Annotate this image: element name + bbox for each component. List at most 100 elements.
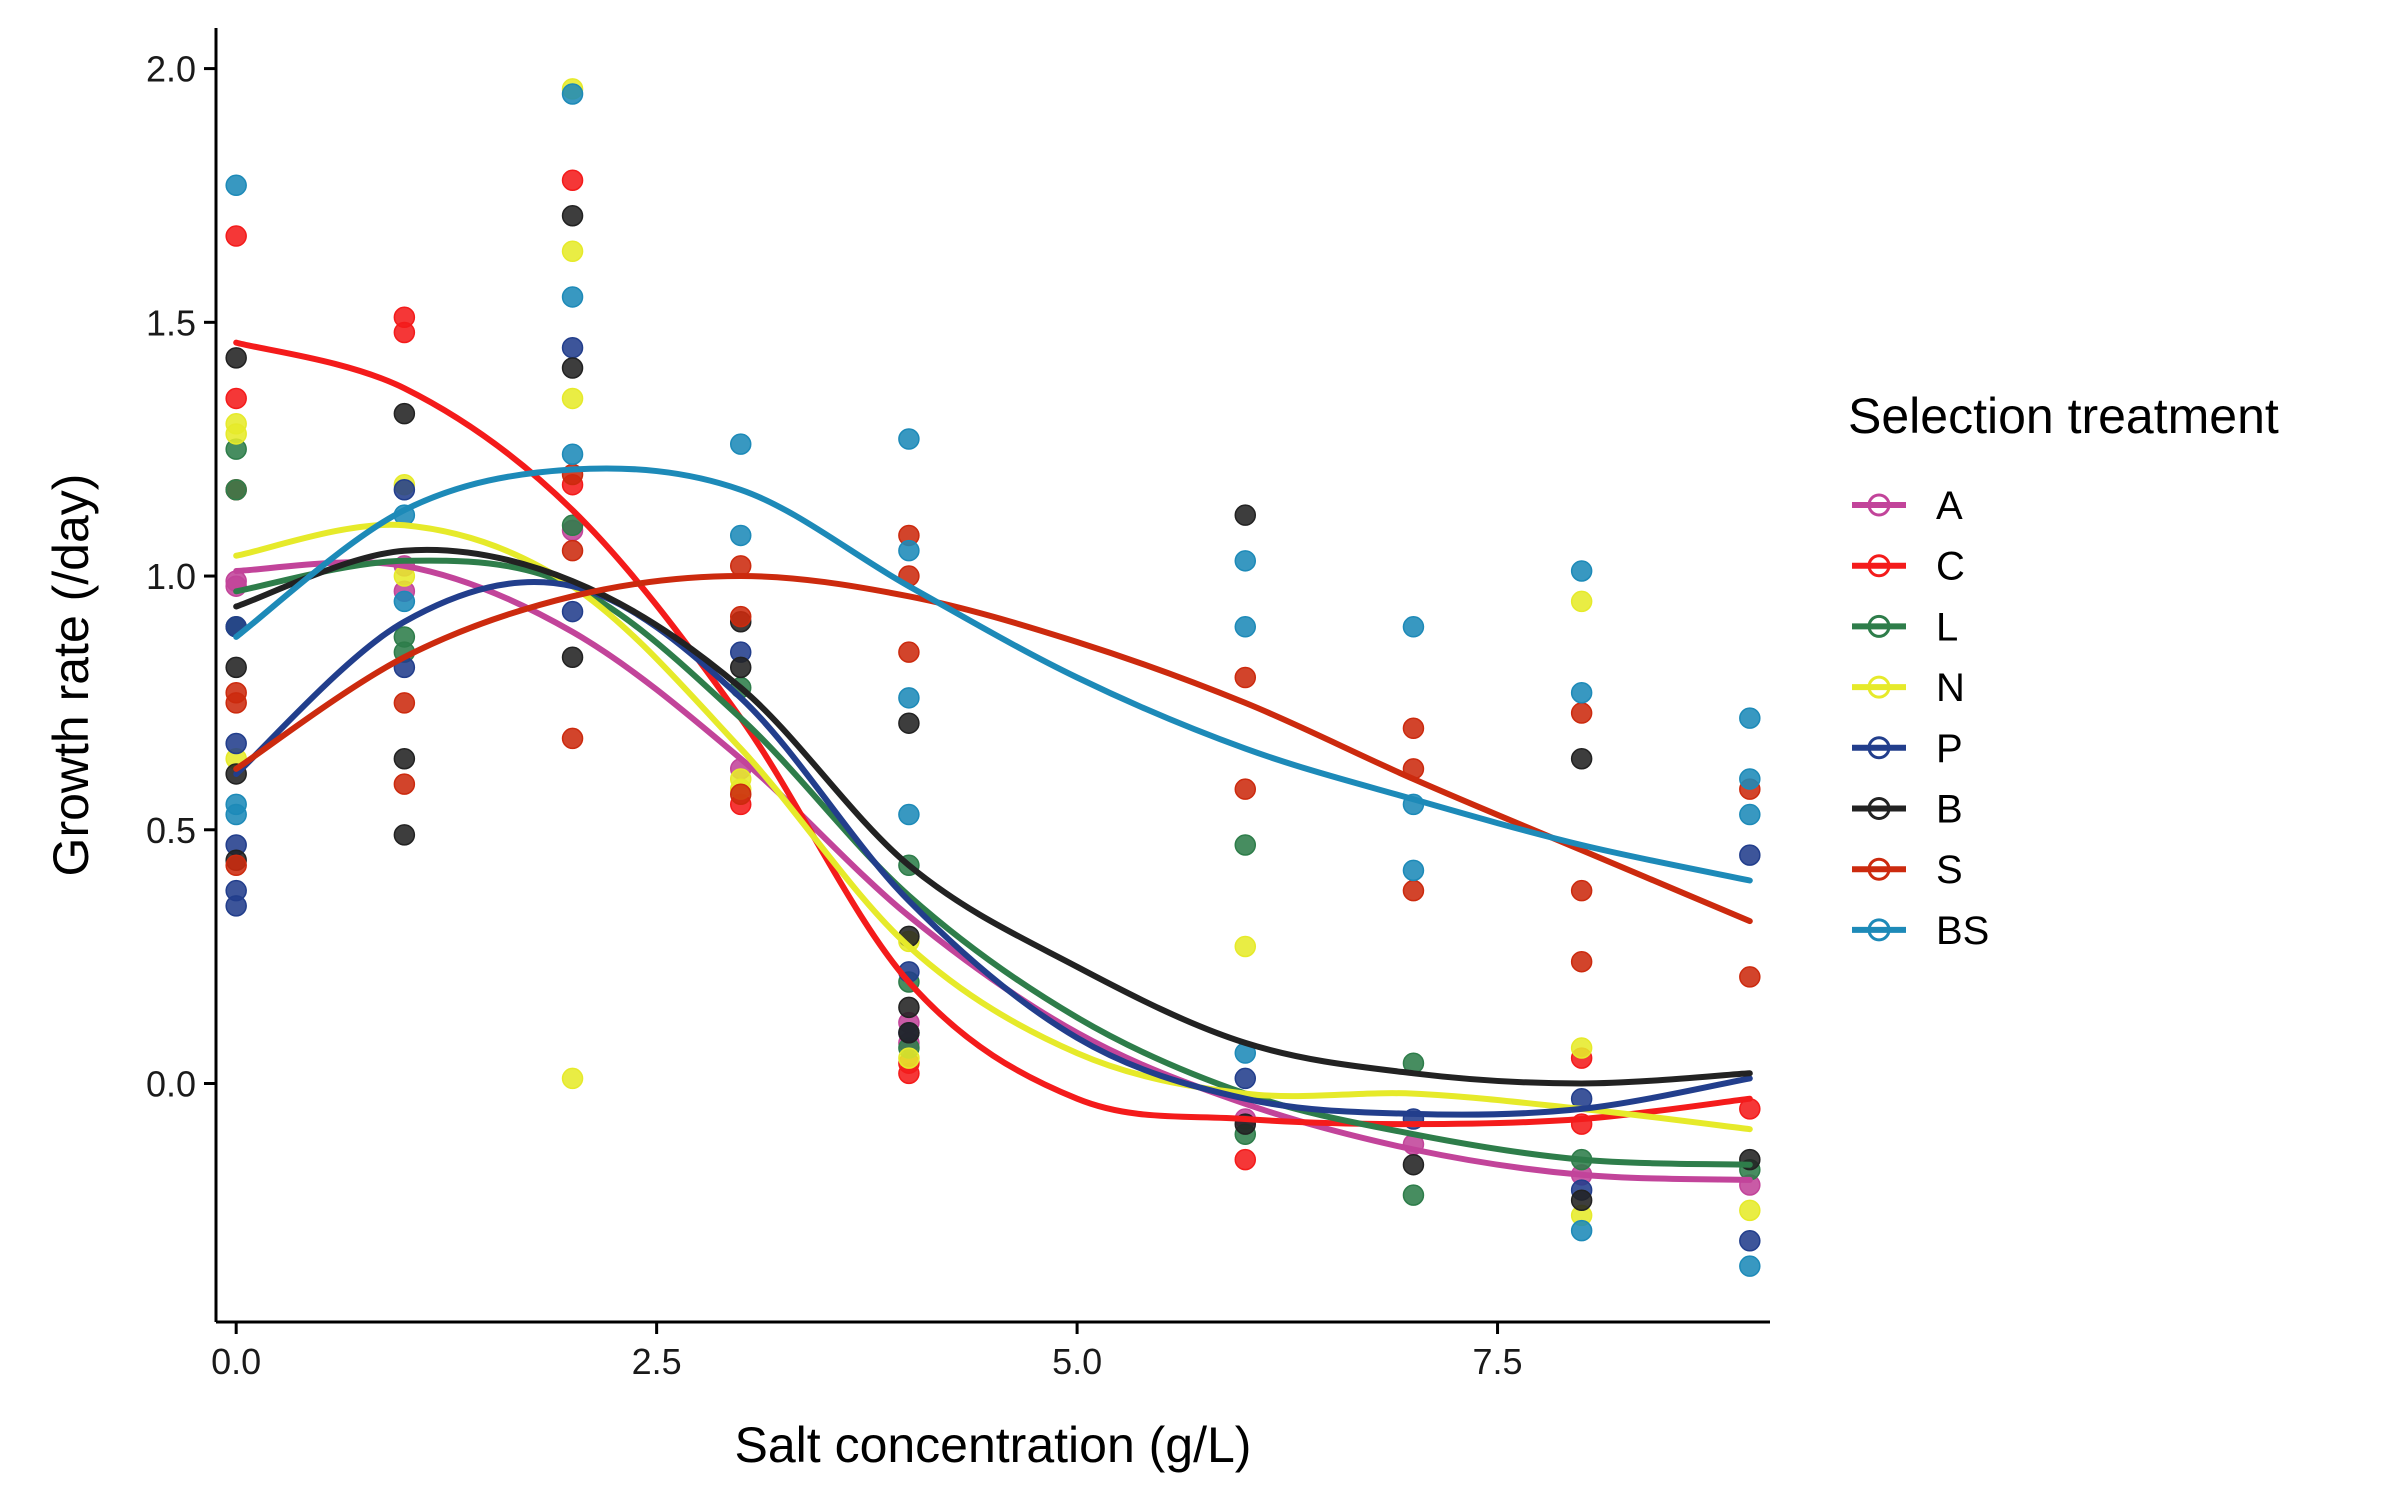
- series-points-b: [225, 205, 1761, 1211]
- data-point: [393, 747, 416, 770]
- data-point: [1570, 950, 1593, 973]
- legend-label: B: [1936, 788, 1963, 832]
- fit-line-c: [233, 339, 1753, 1128]
- legend-label: L: [1936, 605, 1958, 649]
- data-point: [1739, 844, 1761, 866]
- legend-label: C: [1936, 545, 1965, 589]
- data-point: [225, 656, 247, 679]
- data-point: [561, 514, 584, 537]
- data-point: [561, 646, 584, 668]
- axis-ticks: 0.0 2.5 5.0 7.5 0.0 0.5 1.0 1.5 2.0: [146, 49, 1523, 1382]
- data-point: [1739, 768, 1761, 790]
- data-point: [225, 387, 247, 410]
- data-point: [1739, 1199, 1761, 1222]
- data-point: [898, 996, 920, 1019]
- data-point: [729, 656, 752, 679]
- data-point: [561, 336, 584, 359]
- data-point: [1739, 707, 1761, 729]
- legend-key-marker: [1867, 614, 1891, 638]
- data-point: [225, 423, 247, 445]
- fit-line-l: [233, 557, 1753, 1168]
- data-point: [898, 803, 920, 826]
- data-point: [393, 773, 416, 795]
- data-point: [225, 732, 247, 755]
- smooth-fit-lines: [233, 339, 1753, 1183]
- data-point: [1739, 1230, 1761, 1252]
- data-point: [729, 433, 752, 455]
- data-point: [393, 402, 416, 425]
- legend-key-marker: [1867, 493, 1891, 517]
- data-point: [729, 605, 752, 628]
- data-point: [561, 387, 584, 410]
- legend-label: BS: [1936, 909, 1989, 953]
- x-tick-label: 5.0: [1052, 1341, 1102, 1382]
- series-points-a: [225, 519, 1761, 1196]
- data-point: [1402, 1153, 1425, 1176]
- data-point: [1234, 666, 1257, 689]
- data-point: [898, 1047, 920, 1069]
- data-point: [561, 205, 584, 227]
- legend-label: N: [1936, 666, 1965, 710]
- data-point: [225, 347, 247, 369]
- data-point: [561, 727, 584, 750]
- legend-item-l: L: [1852, 605, 1958, 649]
- legend-item-a: A: [1852, 484, 1963, 528]
- y-axis-title: Growth rate (/day): [43, 474, 99, 877]
- data-point: [393, 321, 416, 344]
- legend-item-s: S: [1852, 848, 1963, 892]
- data-point: [1402, 879, 1425, 902]
- data-point: [225, 174, 247, 197]
- data-point: [1570, 682, 1593, 704]
- data-point: [898, 712, 920, 734]
- data-point: [561, 443, 584, 466]
- data-point: [225, 479, 247, 501]
- data-point: [1234, 504, 1257, 526]
- data-point: [561, 539, 584, 562]
- x-axis-title: Salt concentration (g/L): [735, 1417, 1252, 1473]
- legend-label: P: [1936, 727, 1963, 771]
- data-point: [1234, 834, 1257, 856]
- data-point: [1570, 1037, 1593, 1059]
- data-point: [1570, 1219, 1593, 1242]
- data-point: [225, 225, 247, 247]
- data-point: [561, 169, 584, 191]
- data-points: [225, 78, 1761, 1277]
- legend-key-marker: [1867, 736, 1891, 760]
- data-point: [1402, 717, 1425, 740]
- data-point: [1402, 616, 1425, 638]
- data-point: [393, 824, 416, 846]
- data-point: [225, 895, 247, 917]
- legend-item-bs: BS: [1852, 909, 1989, 953]
- data-point: [561, 357, 584, 379]
- data-point: [1234, 778, 1257, 800]
- data-point: [898, 1022, 920, 1044]
- axes: [214, 28, 1770, 1324]
- legend-title: Selection treatment: [1848, 388, 2279, 444]
- legend-label: S: [1936, 848, 1963, 892]
- fit-line-b: [233, 546, 1753, 1087]
- x-tick-label: 2.5: [632, 1341, 682, 1382]
- data-point: [561, 600, 584, 623]
- data-point: [1570, 560, 1593, 582]
- data-point: [729, 783, 752, 806]
- data-point: [393, 590, 416, 613]
- data-point: [1570, 1189, 1593, 1211]
- y-tick-label: 0.0: [146, 1063, 196, 1104]
- data-point: [1739, 1255, 1761, 1277]
- fit-line-p: [233, 578, 1753, 1118]
- legend-item-p: P: [1852, 727, 1963, 771]
- data-point: [1570, 747, 1593, 770]
- fit-line-a: [233, 559, 1753, 1183]
- data-point: [225, 803, 247, 826]
- legend-key-marker: [1867, 797, 1891, 820]
- data-point: [898, 687, 920, 709]
- data-point: [225, 692, 247, 714]
- legend-item-c: C: [1852, 545, 1965, 589]
- data-point: [393, 479, 416, 501]
- data-point: [729, 555, 752, 577]
- data-point: [561, 83, 584, 105]
- data-point: [561, 1067, 584, 1090]
